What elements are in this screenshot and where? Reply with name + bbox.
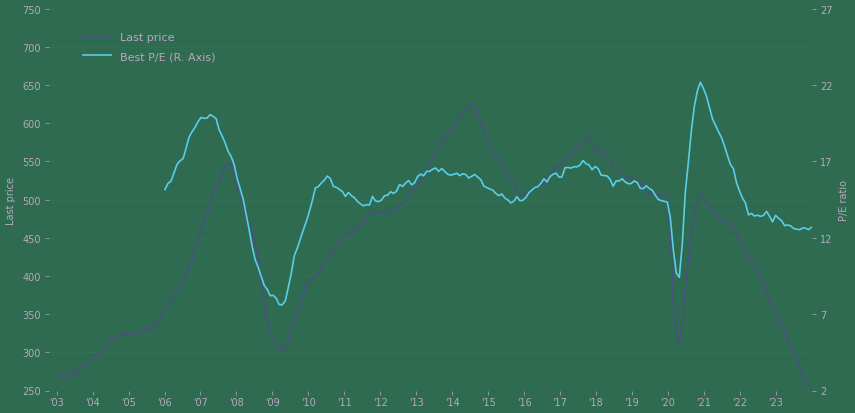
Y-axis label: P/E ratio: P/E ratio (840, 180, 850, 221)
Y-axis label: Last price: Last price (5, 176, 15, 224)
Legend: Last price, Best P/E (R. Axis): Last price, Best P/E (R. Axis) (78, 26, 221, 68)
